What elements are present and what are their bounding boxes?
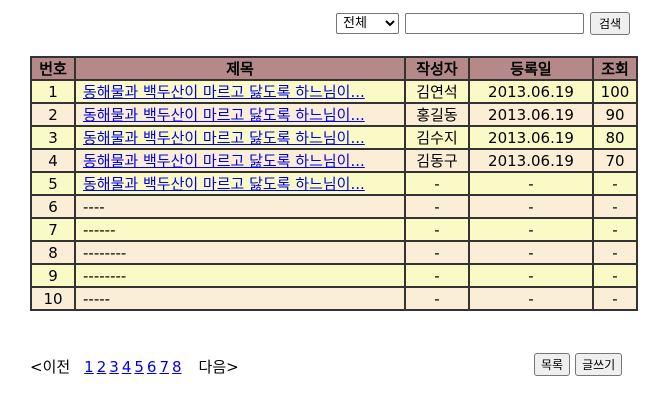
- cell-date: -: [468, 194, 594, 219]
- cell-no: 10: [30, 286, 76, 311]
- search-input[interactable]: [405, 13, 584, 34]
- cell-date: -: [468, 171, 594, 196]
- cell-date: -: [468, 240, 594, 265]
- cell-title: ----: [74, 194, 406, 219]
- header-views: 조회: [592, 56, 638, 81]
- cell-views: -: [592, 286, 638, 311]
- header-author: 작성자: [404, 56, 470, 81]
- cell-date: 2013.06.19: [468, 125, 594, 150]
- table-row: 7 ------ - - -: [30, 217, 638, 242]
- post-title-link[interactable]: 동해물과 백두산이 마르고 닳도록 하느님이...: [83, 129, 365, 147]
- cell-title: --------: [74, 240, 406, 265]
- cell-title: 동해물과 백두산이 마르고 닳도록 하느님이...: [74, 125, 406, 150]
- next-page-link[interactable]: 다음>: [198, 358, 239, 376]
- cell-author: 김수지: [404, 125, 470, 150]
- cell-no: 6: [30, 194, 76, 219]
- page-link[interactable]: 5: [134, 357, 144, 376]
- page-link[interactable]: 1: [84, 357, 94, 376]
- header-title: 제목: [74, 56, 406, 81]
- cell-no: 4: [30, 148, 76, 173]
- list-button[interactable]: 목록: [534, 353, 571, 376]
- search-button[interactable]: 검색: [590, 12, 630, 35]
- board-body: 1 동해물과 백두산이 마르고 닳도록 하느님이... 김연석 2013.06.19 1…: [30, 79, 638, 311]
- cell-views: 70: [592, 148, 638, 173]
- cell-author: -: [404, 263, 470, 288]
- page-link[interactable]: 7: [159, 357, 169, 376]
- page-link[interactable]: 4: [121, 357, 132, 376]
- cell-date: -: [468, 263, 594, 288]
- table-row: 9 -------- - - -: [30, 263, 638, 288]
- cell-author: 김연석: [404, 79, 470, 104]
- cell-no: 7: [30, 217, 76, 242]
- page-link[interactable]: 8: [172, 357, 182, 376]
- action-buttons: 목록 글쓰기: [534, 353, 623, 376]
- table-row: 3 동해물과 백두산이 마르고 닳도록 하느님이... 김수지 2013.06.19 8…: [30, 125, 638, 150]
- cell-no: 3: [30, 125, 76, 150]
- cell-views: -: [592, 263, 638, 288]
- cell-date: -: [468, 217, 594, 242]
- cell-no: 1: [30, 79, 76, 104]
- cell-views: -: [592, 171, 638, 196]
- table-row: 8 -------- - - -: [30, 240, 638, 265]
- cell-title: ------: [74, 217, 406, 242]
- cell-title: 동해물과 백두산이 마르고 닳도록 하느님이...: [74, 148, 406, 173]
- cell-date: 2013.06.19: [468, 148, 594, 173]
- table-row: 2 동해물과 백두산이 마르고 닳도록 하느님이... 홍길동 2013.06.19 9…: [30, 102, 638, 127]
- cell-title: --------: [74, 263, 406, 288]
- post-title-link[interactable]: 동해물과 백두산이 마르고 닳도록 하느님이...: [83, 175, 365, 193]
- table-row: 1 동해물과 백두산이 마르고 닳도록 하느님이... 김연석 2013.06.19 1…: [30, 79, 638, 104]
- cell-author: -: [404, 286, 470, 311]
- table-row: 4 동해물과 백두산이 마르고 닳도록 하느님이... 김동구 2013.06.19 7…: [30, 148, 638, 173]
- cell-title: 동해물과 백두산이 마르고 닳도록 하느님이...: [74, 171, 406, 196]
- cell-title: 동해물과 백두산이 마르고 닳도록 하느님이...: [74, 79, 406, 104]
- header-no: 번호: [30, 56, 76, 81]
- table-row: 5 동해물과 백두산이 마르고 닳도록 하느님이... - - -: [30, 171, 638, 196]
- cell-author: -: [404, 171, 470, 196]
- cell-author: -: [404, 240, 470, 265]
- cell-title: 동해물과 백두산이 마르고 닳도록 하느님이...: [74, 102, 406, 127]
- post-title-link[interactable]: 동해물과 백두산이 마르고 닳도록 하느님이...: [83, 83, 365, 101]
- table-row: 10 ----- - - -: [30, 286, 638, 311]
- cell-author: -: [404, 194, 470, 219]
- cell-views: 80: [592, 125, 638, 150]
- cell-no: 2: [30, 102, 76, 127]
- cell-author: -: [404, 217, 470, 242]
- cell-no: 9: [30, 263, 76, 288]
- prev-page-link[interactable]: <이전: [30, 358, 71, 376]
- search-bar: 전체 검색: [336, 12, 630, 35]
- cell-no: 8: [30, 240, 76, 265]
- post-title-link[interactable]: 동해물과 백두산이 마르고 닳도록 하느님이...: [83, 152, 365, 170]
- search-scope-select[interactable]: 전체: [336, 13, 399, 34]
- table-row: 6 ---- - - -: [30, 194, 638, 219]
- write-button[interactable]: 글쓰기: [575, 353, 623, 376]
- page-link[interactable]: 6: [146, 357, 157, 376]
- cell-views: -: [592, 194, 638, 219]
- cell-author: 홍길동: [404, 102, 470, 127]
- header-date: 등록일: [468, 56, 594, 81]
- post-title-link[interactable]: 동해물과 백두산이 마르고 닳도록 하느님이...: [83, 106, 365, 124]
- table-header-row: 번호 제목 작성자 등록일 조회: [30, 56, 638, 81]
- cell-author: 김동구: [404, 148, 470, 173]
- board-table: 번호 제목 작성자 등록일 조회 1 동해물과 백두산이 마르고 닳도록 하느님이…: [30, 56, 638, 311]
- page-link[interactable]: 3: [109, 357, 119, 376]
- cell-date: 2013.06.19: [468, 79, 594, 104]
- cell-views: 100: [592, 79, 638, 104]
- cell-views: -: [592, 240, 638, 265]
- page-link[interactable]: 2: [96, 357, 107, 376]
- cell-no: 5: [30, 171, 76, 196]
- cell-date: 2013.06.19: [468, 102, 594, 127]
- cell-title: -----: [74, 286, 406, 311]
- cell-date: -: [468, 286, 594, 311]
- cell-views: 90: [592, 102, 638, 127]
- cell-views: -: [592, 217, 638, 242]
